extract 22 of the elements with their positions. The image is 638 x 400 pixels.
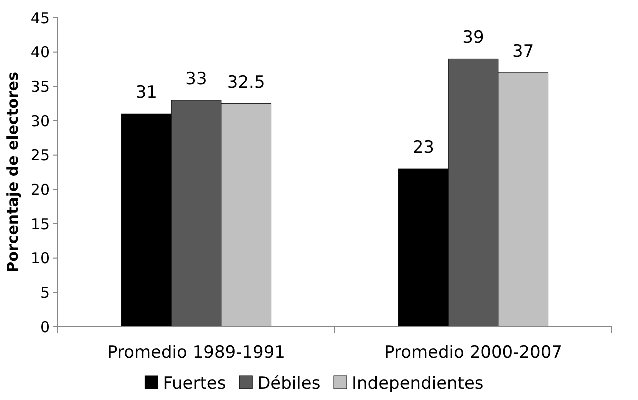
data-label: 23 bbox=[412, 138, 434, 158]
legend-label: Independientes bbox=[352, 374, 484, 394]
y-tick-label: 40 bbox=[30, 44, 50, 62]
y-tick-label: 20 bbox=[30, 180, 50, 199]
data-label: 33 bbox=[186, 69, 208, 90]
y-tick-label: 45 bbox=[30, 9, 50, 28]
y-tick-label: 25 bbox=[30, 146, 50, 165]
data-label: 31 bbox=[136, 83, 158, 104]
data-label: 37 bbox=[512, 42, 534, 62]
y-tick-label: 0 bbox=[40, 318, 50, 336]
y-tick-label: 15 bbox=[30, 215, 50, 234]
y-tick-label: 10 bbox=[30, 250, 50, 268]
legend-label: Débiles bbox=[258, 374, 321, 394]
data-label: 32.5 bbox=[227, 72, 266, 93]
legend-label: Fuertes bbox=[163, 374, 226, 394]
y-axis-title: Porcentaje de electores bbox=[4, 72, 22, 273]
y-tick-label: 5 bbox=[40, 284, 50, 302]
y-tick-label: 35 bbox=[30, 78, 50, 96]
x-tick-label: Promedio 1989-1991 bbox=[108, 343, 286, 363]
y-tick-label: 30 bbox=[30, 112, 50, 130]
data-label: 39 bbox=[462, 28, 484, 48]
x-tick-label: Promedio 2000-2007 bbox=[384, 343, 562, 363]
